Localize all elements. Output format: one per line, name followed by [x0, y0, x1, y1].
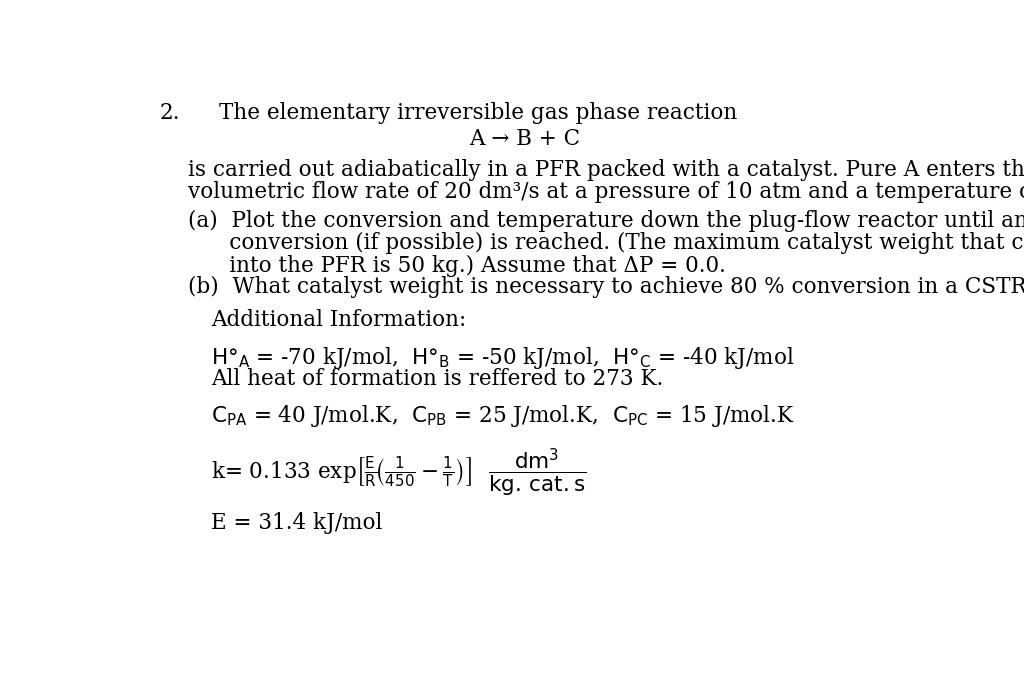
Text: E = 31.4 kJ/mol: E = 31.4 kJ/mol	[211, 512, 383, 534]
Text: conversion (if possible) is reached. (The maximum catalyst weight that can be pa: conversion (if possible) is reached. (Th…	[187, 233, 1024, 255]
Text: $\mathsf{C_{PA}}$ = 40 J/mol.K,  $\mathsf{C_{PB}}$ = 25 J/mol.K,  $\mathsf{C_{PC: $\mathsf{C_{PA}}$ = 40 J/mol.K, $\mathsf…	[211, 403, 795, 429]
Text: The elementary irreversible gas phase reaction: The elementary irreversible gas phase re…	[219, 102, 737, 124]
Text: $\mathsf{H°_A}$ = -70 kJ/mol,  $\mathsf{H°_B}$ = -50 kJ/mol,  $\mathsf{H°_C}$ = : $\mathsf{H°_A}$ = -70 kJ/mol, $\mathsf{H…	[211, 345, 795, 371]
Text: is carried out adiabatically in a PFR packed with a catalyst. Pure A enters the : is carried out adiabatically in a PFR pa…	[187, 158, 1024, 181]
Text: into the PFR is 50 kg.) Assume that ΔP = 0.0.: into the PFR is 50 kg.) Assume that ΔP =…	[187, 255, 725, 277]
Text: (a)  Plot the conversion and temperature down the plug-flow reactor until an 80 : (a) Plot the conversion and temperature …	[187, 210, 1024, 232]
Text: (b)  What catalyst weight is necessary to achieve 80 % conversion in a CSTR?: (b) What catalyst weight is necessary to…	[187, 276, 1024, 298]
Text: k= 0.133 exp$\mathsf{\left[\frac{E}{R}\!\left(\frac{1}{450}-\frac{1}{T}\right)\r: k= 0.133 exp$\mathsf{\left[\frac{E}{R}\!…	[211, 446, 587, 498]
Text: 2.: 2.	[160, 102, 180, 124]
Text: All heat of formation is reffered to 273 K.: All heat of formation is reffered to 273…	[211, 367, 664, 390]
Text: A → B + C: A → B + C	[469, 128, 581, 150]
Text: volumetric flow rate of 20 dm³/s at a pressure of 10 atm and a temperature of 45: volumetric flow rate of 20 dm³/s at a pr…	[187, 181, 1024, 203]
Text: Additional Information:: Additional Information:	[211, 309, 467, 331]
